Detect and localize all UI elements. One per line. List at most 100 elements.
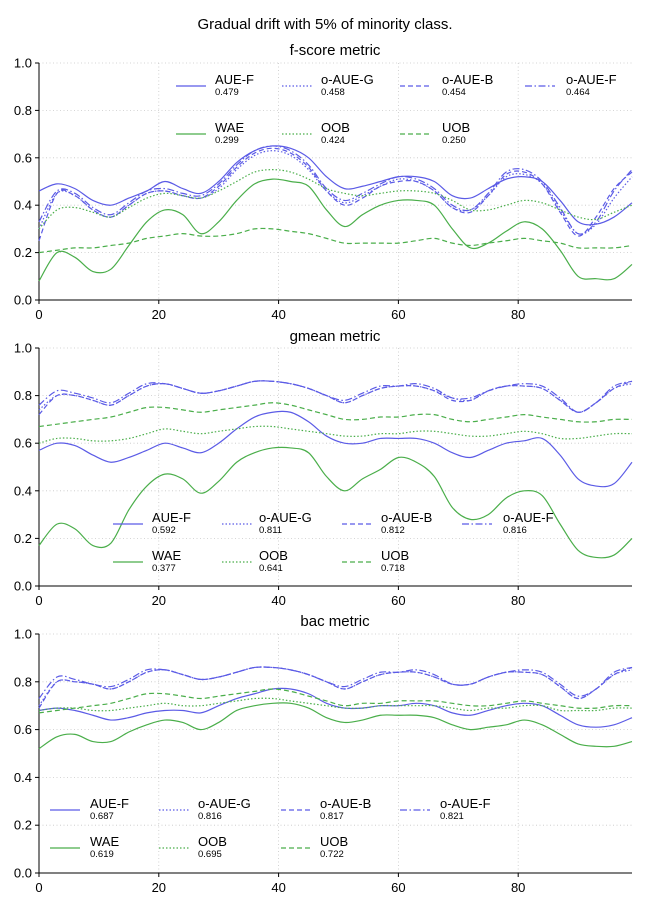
legend-score: 0.641 <box>259 563 283 574</box>
y-tick-label: 0.4 <box>14 198 32 213</box>
y-tick-label: 1.0 <box>14 627 32 642</box>
legend-label: o-AUE-G <box>259 510 312 525</box>
x-tick-label: 60 <box>391 880 405 895</box>
legend-score: 0.424 <box>321 135 345 146</box>
legend-label: o-AUE-B <box>442 72 493 87</box>
grid <box>38 347 632 587</box>
series-line-uob <box>38 227 633 254</box>
y-tick-label: 0.0 <box>14 293 32 308</box>
x-tick-label: 20 <box>152 593 166 608</box>
legend-item: o-AUE-F0.816 <box>462 510 554 536</box>
legend-label: AUE-F <box>90 796 129 811</box>
y-tick-label: 0.6 <box>14 436 32 451</box>
series-line-o-aue-g <box>38 666 633 707</box>
y-tick-label: 0.8 <box>14 103 32 118</box>
legend-label: UOB <box>381 548 409 563</box>
x-tick-label: 60 <box>391 307 405 322</box>
x-tick-label: 40 <box>271 880 285 895</box>
legend-label: o-AUE-F <box>440 796 491 811</box>
x-tick-label: 80 <box>511 307 525 322</box>
legend-score: 0.695 <box>198 849 222 860</box>
x-tick-label: 20 <box>152 307 166 322</box>
series-line-o-aue-b <box>38 380 633 416</box>
legend-item: AUE-F0.687 <box>50 796 129 822</box>
legend: AUE-F0.592o-AUE-G0.811o-AUE-B0.812o-AUE-… <box>113 510 554 574</box>
legend-item: o-AUE-G0.816 <box>159 796 251 822</box>
legend-label: OOB <box>198 834 227 849</box>
legend-label: o-AUE-B <box>381 510 432 525</box>
series-lines <box>38 380 633 559</box>
y-tick-label: 0.2 <box>14 818 32 833</box>
y-tick-label: 0.0 <box>14 866 32 881</box>
series-line-o-aue-b <box>38 666 633 709</box>
legend-item: AUE-F0.592 <box>113 510 191 536</box>
x-tick-label: 60 <box>391 593 405 608</box>
y-tick-label: 0.8 <box>14 388 32 403</box>
series-line-uob <box>38 688 633 714</box>
x-tick-label: 20 <box>152 880 166 895</box>
series-line-oob <box>38 697 633 712</box>
legend-item: o-AUE-B0.812 <box>342 510 432 536</box>
f-score-panel: f-score metric 0.0 0.2 0.4 0.6 0.8 1.0 0 20 40 60… <box>14 42 633 322</box>
y-tick-label: 0.4 <box>14 770 32 785</box>
legend-score: 0.454 <box>442 87 466 98</box>
x-tick-label: 0 <box>35 880 42 895</box>
legend-label: o-AUE-F <box>566 72 617 87</box>
y-tick-label: 0.0 <box>14 579 32 594</box>
series-lines <box>38 145 633 282</box>
legend-item: o-AUE-G0.811 <box>222 510 312 536</box>
y-tick-label: 1.0 <box>14 341 32 356</box>
series-line-wae <box>38 702 633 750</box>
series-line-o-aue-f <box>38 380 633 413</box>
legend-score: 0.718 <box>381 563 405 574</box>
gmean-panel: gmean metric 0.0 0.2 0.4 0.6 0.8 1.0 0 20 40 60 80… <box>14 328 633 608</box>
series-line-oob <box>38 169 633 230</box>
figure-suptitle: Gradual drift with 5% of minority class. <box>197 16 452 33</box>
legend-label: WAE <box>215 120 244 135</box>
legend-label: o-AUE-G <box>321 72 374 87</box>
legend-score: 0.812 <box>381 525 405 536</box>
legend-label: UOB <box>442 120 470 135</box>
y-tick-label: 0.8 <box>14 674 32 689</box>
y-tick-label: 0.2 <box>14 245 32 260</box>
legend-score: 0.811 <box>259 525 282 536</box>
legend-label: UOB <box>320 834 348 849</box>
legend-label: AUE-F <box>152 510 191 525</box>
series-line-o-aue-f <box>38 666 633 699</box>
x-tick-label: 80 <box>511 593 525 608</box>
legend-item: o-AUE-B0.817 <box>281 796 371 822</box>
legend: AUE-F0.687 o-AUE-G0.816 o-AUE-B0.817 o-AUE-… <box>50 796 491 860</box>
legend-score: 0.377 <box>152 563 176 574</box>
legend-score: 0.592 <box>152 525 176 536</box>
x-tick-label: 80 <box>511 880 525 895</box>
x-tick-label: 0 <box>35 593 42 608</box>
legend-score: 0.816 <box>503 525 527 536</box>
legend-label: OOB <box>321 120 350 135</box>
legend-score: 0.458 <box>321 87 345 98</box>
y-tick-label: 0.4 <box>14 483 32 498</box>
series-line-o-aue-b <box>38 147 633 241</box>
legend-item: o-AUE-F0.464 <box>525 72 617 98</box>
legend-label: o-AUE-G <box>198 796 251 811</box>
panel-title: bac metric <box>300 613 370 630</box>
legend-label: WAE <box>152 548 181 563</box>
legend-item: o-AUE-F0.821 <box>400 796 491 822</box>
legend-score: 0.619 <box>90 849 114 860</box>
series-line-wae <box>38 446 633 559</box>
legend-score: 0.479 <box>215 87 239 98</box>
series-line-o-aue-g <box>38 150 633 235</box>
legend-label: OOB <box>259 548 288 563</box>
panel-title: f-score metric <box>290 42 381 59</box>
legend-item: o-AUE-G0.458 <box>282 72 374 98</box>
legend-score: 0.817 <box>320 811 344 822</box>
legend-score: 0.687 <box>90 811 114 822</box>
